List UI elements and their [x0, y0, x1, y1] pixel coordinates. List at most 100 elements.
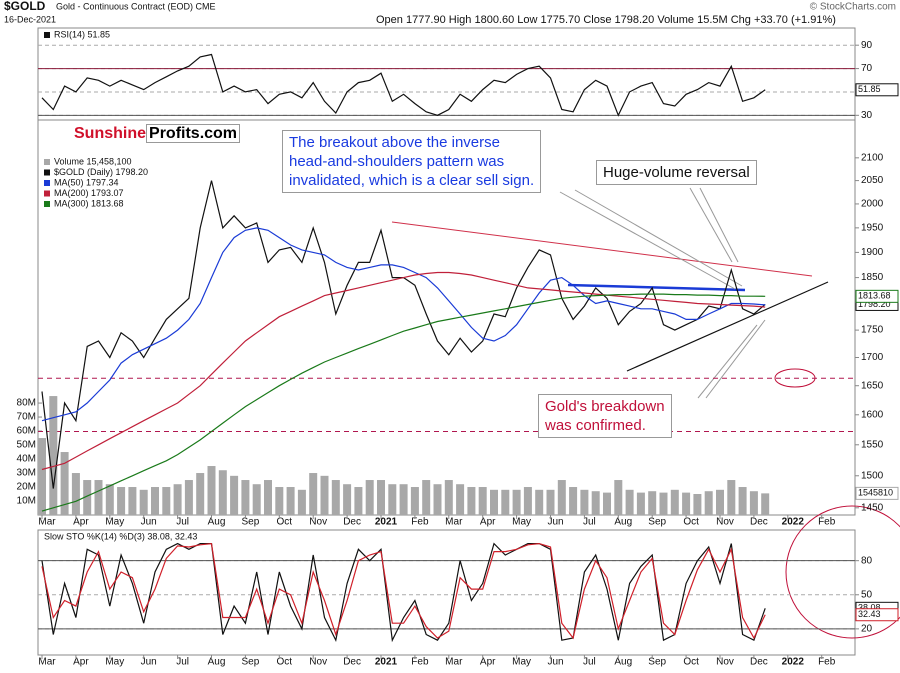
- volume-bar: [614, 480, 623, 515]
- end-label: 1545810: [858, 488, 893, 498]
- volume-bar: [286, 487, 295, 515]
- volume-bar: [105, 484, 114, 515]
- x-tick-label: Jun: [141, 657, 157, 668]
- volume-bar: [184, 480, 193, 515]
- callout-line: [705, 319, 766, 399]
- volume-bar: [151, 487, 159, 515]
- y-tick-label: 1600: [861, 409, 884, 420]
- volume-bar: [128, 487, 137, 515]
- volume-bar: [139, 489, 148, 515]
- volume-bar: [636, 492, 645, 515]
- instrument-name: Gold - Continuous Contract (EOD) CME: [56, 1, 216, 11]
- volume-bar: [557, 480, 566, 515]
- x-tick-label: Nov: [716, 657, 734, 668]
- volume-bar: [365, 480, 374, 515]
- volume-bar: [433, 484, 442, 515]
- end-label: 1798.20: [858, 299, 891, 309]
- series-line: [41, 53, 766, 117]
- x-tick-label: May: [512, 657, 531, 668]
- symbol: $GOLD: [4, 0, 46, 13]
- volume-bar: [580, 489, 589, 515]
- volume-bar: [603, 492, 611, 515]
- y2-tick-label: 10M: [17, 496, 36, 507]
- y-tick-label: 1500: [861, 470, 884, 481]
- x-tick-label: Nov: [716, 517, 734, 528]
- volume-bar: [230, 475, 239, 515]
- x-tick-label: Sep: [242, 517, 260, 528]
- x-tick-label: Feb: [818, 657, 836, 668]
- callout-line: [559, 191, 736, 290]
- y-tick-label: 70: [861, 63, 873, 74]
- annotation: Gold's breakdown was confirmed.: [538, 394, 672, 438]
- x-tick-label: Dec: [750, 657, 768, 668]
- watermark-part: Profits.com: [146, 124, 241, 143]
- x-tick-label: Apr: [480, 657, 496, 668]
- annotation-line: Gold's breakdown: [545, 398, 665, 415]
- y-tick-label: 80: [861, 555, 873, 566]
- volume-bar: [377, 480, 385, 515]
- x-tick-label: Mar: [38, 657, 56, 668]
- volume-bar: [444, 480, 453, 515]
- volume-bar: [331, 480, 340, 515]
- volume-bar: [523, 487, 532, 515]
- y2-tick-label: 70M: [17, 412, 36, 423]
- legend-swatch: [44, 201, 50, 207]
- volume-bar: [320, 475, 329, 515]
- annotation-line: was confirmed.: [545, 417, 646, 434]
- x-tick-label: Jul: [583, 517, 596, 528]
- x-tick-label: Oct: [277, 657, 293, 668]
- neckline: [567, 283, 746, 292]
- volume-bar: [535, 489, 544, 515]
- x-tick-label: Dec: [343, 517, 361, 528]
- volume-bar: [241, 480, 250, 515]
- x-tick-label: Aug: [208, 657, 226, 668]
- end-label: 32.43: [858, 609, 881, 619]
- legend-swatch: [44, 32, 50, 38]
- x-tick-label: Sep: [648, 657, 666, 668]
- series-line: [41, 542, 766, 640]
- volume-bar: [38, 438, 46, 515]
- y-tick-label: 1750: [861, 325, 884, 336]
- series-line: [41, 542, 766, 643]
- annotation: Huge-volume reversal: [596, 160, 757, 185]
- y-tick-label: 2100: [861, 152, 884, 163]
- end-label-box: [855, 289, 899, 303]
- volume-bar: [456, 484, 465, 515]
- y-tick-label: 30: [861, 110, 873, 121]
- watermark: Sunshine Profits.com: [68, 122, 246, 145]
- x-tick-label: Jun: [547, 517, 563, 528]
- volume-bar: [275, 487, 284, 515]
- volume-bar: [716, 489, 724, 515]
- x-tick-label: Apr: [73, 657, 89, 668]
- y-tick-label: 1450: [861, 502, 884, 513]
- legend-entry: Slow STO %K(14) %D(3) 38.08, 32.43: [44, 531, 197, 541]
- volume-bar: [625, 489, 634, 515]
- x-tick-label: Sep: [242, 657, 260, 668]
- x-tick-label: Mar: [445, 657, 463, 668]
- volume-bar: [399, 484, 408, 515]
- x-tick-label: Sep: [648, 517, 666, 528]
- volume-bar: [49, 396, 58, 515]
- series-line: [41, 180, 766, 489]
- volume-bar: [388, 484, 397, 515]
- legend-entry: Volume 15,458,100: [54, 156, 132, 166]
- y-tick-label: 1650: [861, 380, 884, 391]
- x-tick-label: Feb: [411, 657, 429, 668]
- volume-bar: [264, 480, 272, 515]
- x-tick-label: Oct: [683, 517, 699, 528]
- y-tick-label: 1550: [861, 439, 884, 450]
- series-line: [41, 227, 766, 422]
- volume-bar: [60, 452, 69, 515]
- end-label: 1813.68: [858, 291, 891, 301]
- resistance-line: [391, 221, 813, 277]
- x-tick-label: Oct: [277, 517, 293, 528]
- legend-swatch: [44, 180, 50, 186]
- x-tick-label: 2021: [375, 657, 398, 668]
- volume-bar: [297, 489, 306, 515]
- volume-bar: [569, 487, 578, 515]
- x-tick-label: Feb: [411, 517, 429, 528]
- volume-bar: [693, 494, 702, 515]
- y-tick-label: 1850: [861, 272, 884, 283]
- end-label-box: [855, 83, 899, 97]
